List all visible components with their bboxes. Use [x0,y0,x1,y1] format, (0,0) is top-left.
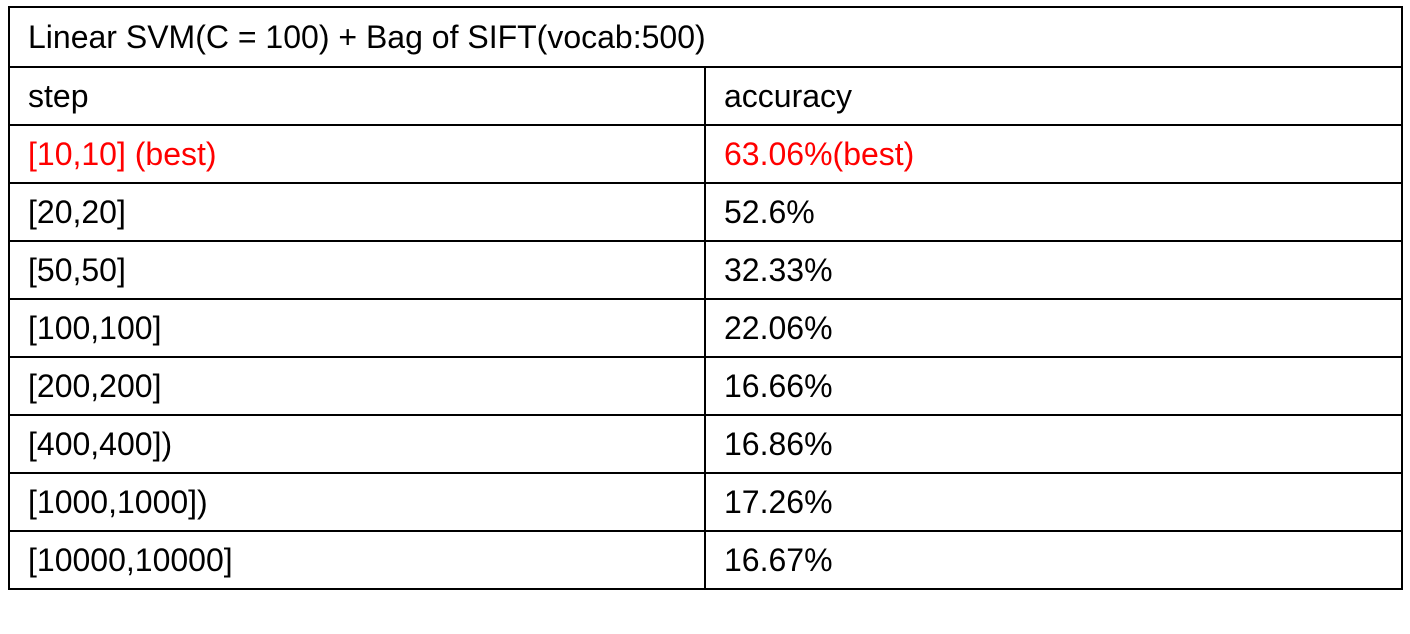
step-cell: [400,400]) [8,414,706,474]
table-row: [20,20] 52.6% [8,182,1403,242]
table-header-row: step accuracy [8,66,1403,126]
column-header-accuracy: accuracy [704,66,1403,126]
accuracy-cell: 16.67% [704,530,1403,590]
table-row: [100,100] 22.06% [8,298,1403,358]
accuracy-cell: 32.33% [704,240,1403,300]
table-row: [1000,1000]) 17.26% [8,472,1403,532]
accuracy-cell: 52.6% [704,182,1403,242]
step-cell: [10,10] (best) [8,124,706,184]
step-cell: [50,50] [8,240,706,300]
table-row: [10000,10000] 16.67% [8,530,1403,590]
table-row: [200,200] 16.66% [8,356,1403,416]
accuracy-cell: 22.06% [704,298,1403,358]
step-cell: [200,200] [8,356,706,416]
step-cell: [10000,10000] [8,530,706,590]
results-table: Linear SVM(C = 100) + Bag of SIFT(vocab:… [8,6,1403,590]
table-row: [400,400]) 16.86% [8,414,1403,474]
step-cell: [20,20] [8,182,706,242]
column-header-step: step [8,66,706,126]
table-title: Linear SVM(C = 100) + Bag of SIFT(vocab:… [8,6,1403,68]
accuracy-cell: 17.26% [704,472,1403,532]
table-title-row: Linear SVM(C = 100) + Bag of SIFT(vocab:… [8,6,1403,68]
accuracy-cell: 16.66% [704,356,1403,416]
table-row: [10,10] (best) 63.06%(best) [8,124,1403,184]
accuracy-cell: 16.86% [704,414,1403,474]
table-row: [50,50] 32.33% [8,240,1403,300]
table-body: Linear SVM(C = 100) + Bag of SIFT(vocab:… [8,6,1403,590]
step-cell: [1000,1000]) [8,472,706,532]
step-cell: [100,100] [8,298,706,358]
accuracy-cell: 63.06%(best) [704,124,1403,184]
